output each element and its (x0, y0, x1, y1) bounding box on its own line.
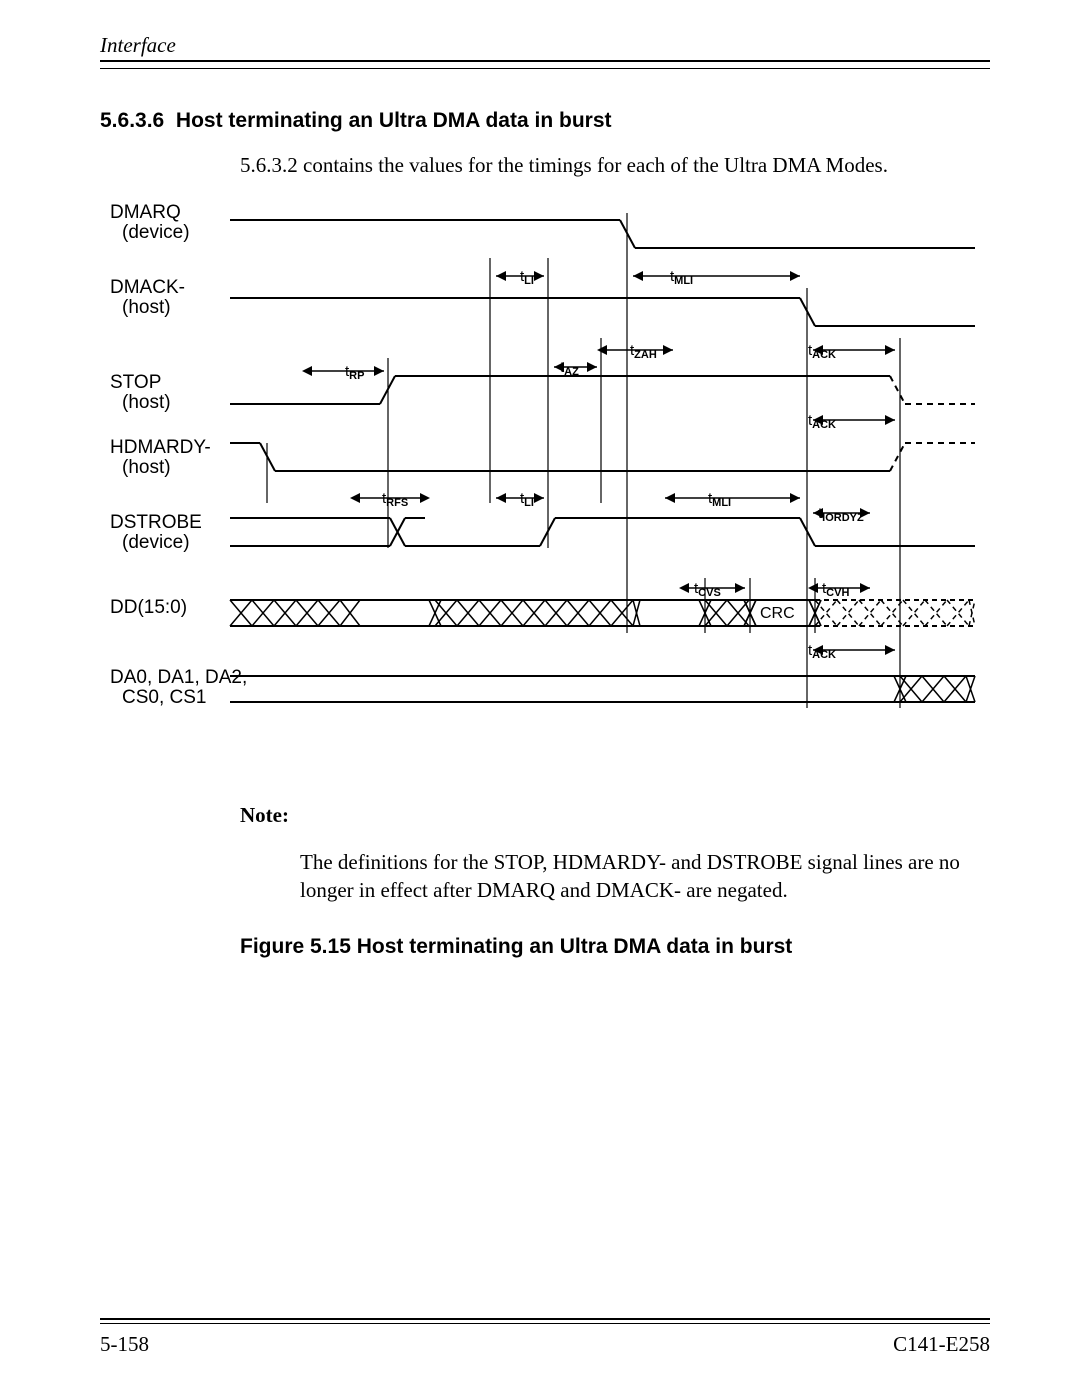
section-number: 5.6.3.6 (100, 109, 164, 132)
svg-text:tIORDYZ: tIORDYZ (818, 505, 864, 524)
svg-text:HDMARDY-: HDMARDY- (110, 437, 211, 458)
svg-text:tRP: tRP (345, 363, 364, 382)
section-title: Host terminating an Ultra DMA data in bu… (176, 109, 612, 132)
svg-text:tMLI: tMLI (670, 268, 693, 287)
svg-text:tACK: tACK (808, 342, 836, 361)
svg-text:(host): (host) (122, 457, 171, 478)
svg-text:DMARQ: DMARQ (110, 202, 181, 223)
note-label: Note: (240, 803, 990, 828)
svg-text:tCVS: tCVS (694, 580, 721, 599)
svg-text:tLI: tLI (520, 490, 534, 509)
svg-text:CS0, CS1: CS0, CS1 (122, 687, 206, 708)
svg-text:DD(15:0): DD(15:0) (110, 597, 187, 618)
svg-text:tLI: tLI (520, 268, 534, 287)
svg-text:DMACK-: DMACK- (110, 277, 185, 298)
svg-text:tRFS: tRFS (382, 490, 408, 509)
note-body: The definitions for the STOP, HDMARDY- a… (300, 848, 980, 905)
svg-text:(device): (device) (122, 222, 190, 243)
svg-text:tCVH: tCVH (822, 580, 849, 599)
footer-page: 5-158 (100, 1332, 149, 1357)
svg-text:(host): (host) (122, 392, 171, 413)
footer-docid: C141-E258 (893, 1332, 990, 1357)
svg-text:tACK: tACK (808, 642, 836, 661)
svg-text:tACK: tACK (808, 412, 836, 431)
page-header-title: Interface (100, 33, 176, 57)
section-heading: 5.6.3.6 Host terminating an Ultra DMA da… (100, 109, 990, 133)
svg-text:(host): (host) (122, 297, 171, 318)
timing-diagram: DMARQ(device)DMACK-(host)STOP(host)HDMAR… (100, 198, 990, 773)
figure-caption: Figure 5.15 Host terminating an Ultra DM… (240, 935, 990, 959)
svg-text:DA0, DA1, DA2,: DA0, DA1, DA2, (110, 667, 247, 688)
svg-text:CRC: CRC (760, 605, 795, 622)
svg-text:tZAH: tZAH (630, 342, 657, 361)
section-intro: 5.6.3.2 contains the values for the timi… (240, 153, 990, 178)
svg-text:tMLI: tMLI (708, 490, 731, 509)
svg-text:tAZ: tAZ (560, 359, 579, 378)
svg-text:STOP: STOP (110, 372, 161, 393)
svg-text:(device): (device) (122, 532, 190, 553)
svg-text:DSTROBE: DSTROBE (110, 512, 202, 533)
